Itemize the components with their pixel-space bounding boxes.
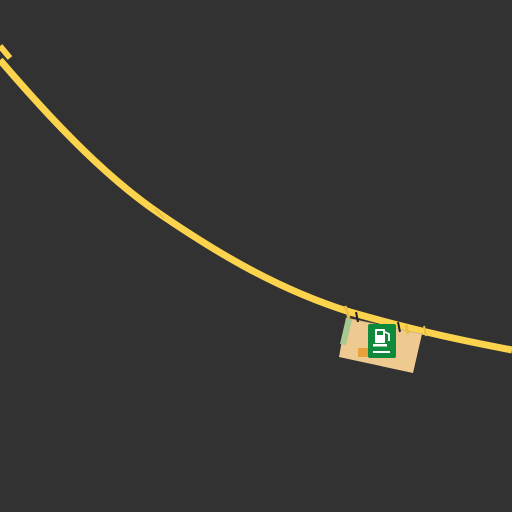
road-segment-divider bbox=[154, 208, 165, 219]
ramp-marking-5 bbox=[404, 324, 410, 335]
ramp-marking-4 bbox=[423, 325, 427, 337]
pump-hose bbox=[384, 331, 390, 341]
pump-line bbox=[373, 351, 390, 353]
pump-window bbox=[377, 331, 383, 335]
lot-building bbox=[358, 348, 368, 357]
ramp-marking-1 bbox=[343, 305, 351, 319]
ramp-marking-3 bbox=[397, 321, 401, 333]
highway-stub[interactable] bbox=[0, 44, 13, 60]
gas-station-icon[interactable] bbox=[368, 324, 396, 358]
pump-base bbox=[373, 344, 387, 347]
ramp-marking-2 bbox=[355, 311, 359, 323]
highway-road[interactable] bbox=[0, 57, 512, 354]
lot-grass-edge bbox=[340, 318, 352, 345]
